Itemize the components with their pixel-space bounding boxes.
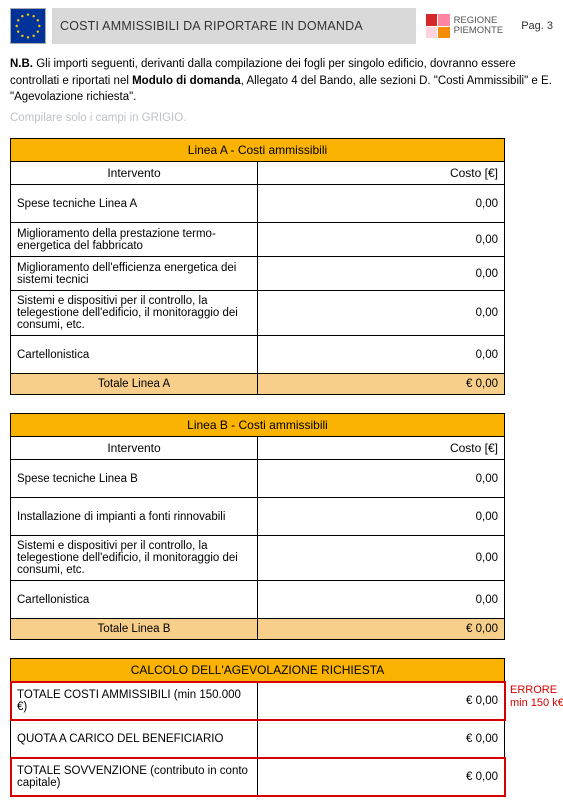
- intro-bold: Modulo di domanda: [132, 75, 241, 87]
- table-row: Miglioramento dell'efficienza energetica…: [11, 257, 258, 291]
- calc-title: CALCOLO DELL'AGEVOLAZIONE RICHIESTA: [11, 659, 505, 682]
- calc-row-value: € 0,00: [258, 682, 505, 720]
- page-number: Pag. 3: [513, 20, 553, 32]
- title-banner: COSTI AMMISSIBILI DA RIPORTARE IN DOMAND…: [52, 8, 416, 44]
- table-a-total-label: Totale Linea A: [11, 374, 258, 395]
- table-b-total-label: Totale Linea B: [11, 619, 258, 640]
- regione-squares-icon: [426, 14, 450, 38]
- table-a-title: Linea A - Costi ammissibili: [11, 139, 505, 162]
- table-b-col2: Costo [€]: [258, 437, 505, 460]
- table-b-col1: Intervento: [11, 437, 258, 460]
- error-line1: ERRORE: [510, 684, 563, 697]
- table-row: Cartellonistica: [11, 581, 258, 619]
- cost-value: 0,00: [258, 291, 505, 336]
- table-a-total-value: € 0,00: [258, 374, 505, 395]
- table-row: Spese tecniche Linea B: [11, 460, 258, 498]
- regione-line2: PIEMONTE: [454, 26, 504, 36]
- table-a-col1: Intervento: [11, 162, 258, 185]
- cost-value: 0,00: [258, 581, 505, 619]
- header-bar: COSTI AMMISSIBILI DA RIPORTARE IN DOMAND…: [10, 8, 553, 44]
- cost-value: 0,00: [258, 185, 505, 223]
- table-row: Installazione di impianti a fonti rinnov…: [11, 498, 258, 536]
- calc-row-label: TOTALE SOVVENZIONE (contributo in conto …: [11, 758, 258, 796]
- error-label: ERRORE min 150 k€: [510, 684, 563, 710]
- intro-nb: N.B.: [10, 58, 33, 70]
- table-row: Sistemi e dispositivi per il controllo, …: [11, 291, 258, 336]
- table-calcolo: CALCOLO DELL'AGEVOLAZIONE RICHIESTA TOTA…: [10, 658, 505, 796]
- calc-row-value: € 0,00: [258, 720, 505, 758]
- table-row: Sistemi e dispositivi per il controllo, …: [11, 536, 258, 581]
- cost-value: 0,00: [258, 257, 505, 291]
- cost-value: 0,00: [258, 460, 505, 498]
- cost-value: 0,00: [258, 336, 505, 374]
- eu-flag-icon: [10, 8, 46, 44]
- error-line2: min 150 k€: [510, 697, 563, 710]
- regione-logo: REGIONE PIEMONTE: [422, 8, 508, 44]
- calc-row-label: QUOTA A CARICO DEL BENEFICIARIO: [11, 720, 258, 758]
- table-row: Spese tecniche Linea A: [11, 185, 258, 223]
- table-row: Cartellonistica: [11, 336, 258, 374]
- calc-row-label: TOTALE COSTI AMMISSIBILI (min 150.000 €): [11, 682, 258, 720]
- table-a-col2: Costo [€]: [258, 162, 505, 185]
- table-b-total-value: € 0,00: [258, 619, 505, 640]
- table-linea-b: Linea B - Costi ammissibili Intervento C…: [10, 413, 505, 640]
- cost-value: 0,00: [258, 536, 505, 581]
- table-b-title: Linea B - Costi ammissibili: [11, 414, 505, 437]
- cost-value: 0,00: [258, 498, 505, 536]
- calc-row-value: € 0,00: [258, 758, 505, 796]
- gray-note: Compilare solo i campi in GRIGIO.: [10, 112, 553, 124]
- cost-value: 0,00: [258, 223, 505, 257]
- intro-text: N.B. Gli importi seguenti, derivanti dal…: [10, 56, 553, 106]
- table-row: Miglioramento della prestazione termo-en…: [11, 223, 258, 257]
- table-linea-a: Linea A - Costi ammissibili Intervento C…: [10, 138, 505, 395]
